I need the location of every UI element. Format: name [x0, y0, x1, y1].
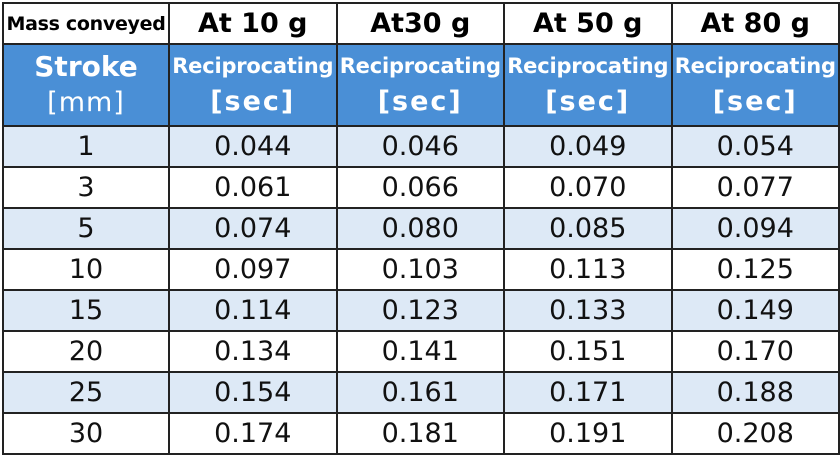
time-cell: 0.094 [670, 207, 840, 250]
stroke-cell: 3 [2, 166, 170, 209]
stroke-cell: 10 [2, 248, 170, 291]
unit-header-row: Stroke [mm] Reciprocating [sec] Reciproc… [2, 43, 840, 127]
mass-value: At 80 g [700, 8, 810, 39]
table-row: 1 0.044 0.046 0.049 0.054 [2, 125, 840, 168]
mode-unit: [sec] [377, 86, 463, 117]
time-cell: 0.141 [335, 330, 505, 373]
stroke-cell: 30 [2, 412, 170, 455]
mass-header-cell: At30 g [335, 2, 505, 45]
mass-value: At30 g [370, 8, 471, 39]
table-row: 5 0.074 0.080 0.085 0.094 [2, 207, 840, 250]
time-cell: 0.151 [503, 330, 673, 373]
time-cell: 0.174 [168, 412, 338, 455]
mode-label: Reciprocating [339, 54, 501, 78]
time-cell: 0.181 [335, 412, 505, 455]
time-cell: 0.054 [670, 125, 840, 168]
time-cell: 0.080 [335, 207, 505, 250]
mode-unit: [sec] [712, 86, 798, 117]
time-cell: 0.077 [670, 166, 840, 209]
table-row: 20 0.134 0.141 0.151 0.170 [2, 330, 840, 373]
table-row: 15 0.114 0.123 0.133 0.149 [2, 289, 840, 332]
time-cell: 0.191 [503, 412, 673, 455]
time-cell: 0.134 [168, 330, 338, 373]
time-cell: 0.171 [503, 371, 673, 414]
time-cell: 0.208 [670, 412, 840, 455]
stroke-cell: 20 [2, 330, 170, 373]
mass-header-cell: At 10 g [168, 2, 338, 45]
time-cell: 0.066 [335, 166, 505, 209]
mode-unit: [sec] [545, 86, 631, 117]
mode-header-cell: Reciprocating [sec] [168, 43, 338, 127]
mode-header-cell: Reciprocating [sec] [503, 43, 673, 127]
mass-header-cell: At 80 g [670, 2, 840, 45]
time-cell: 0.070 [503, 166, 673, 209]
stroke-cell: 5 [2, 207, 170, 250]
mass-conveyed-text: Mass conveyed [6, 12, 166, 35]
mode-label: Reciprocating [172, 54, 334, 78]
mass-header-row: Mass conveyed At 10 g At30 g At 50 g At … [2, 2, 840, 45]
mode-unit: [sec] [210, 86, 296, 117]
stroke-unit: [mm] [47, 87, 125, 118]
time-cell: 0.188 [670, 371, 840, 414]
mode-label: Reciprocating [674, 54, 836, 78]
time-cell: 0.123 [335, 289, 505, 332]
table-row: 25 0.154 0.161 0.171 0.188 [2, 371, 840, 414]
mode-header-cell: Reciprocating [sec] [670, 43, 840, 127]
mode-label: Reciprocating [507, 54, 669, 78]
mass-conveyed-label: Mass conveyed [2, 2, 170, 45]
time-cell: 0.097 [168, 248, 338, 291]
mode-header-cell: Reciprocating [sec] [335, 43, 505, 127]
time-cell: 0.133 [503, 289, 673, 332]
time-cell: 0.046 [335, 125, 505, 168]
stroke-cell: 25 [2, 371, 170, 414]
mass-header-cell: At 50 g [503, 2, 673, 45]
stroke-cell: 15 [2, 289, 170, 332]
time-cell: 0.114 [168, 289, 338, 332]
table-row: 10 0.097 0.103 0.113 0.125 [2, 248, 840, 291]
table-row: 3 0.061 0.066 0.070 0.077 [2, 166, 840, 209]
time-cell: 0.113 [503, 248, 673, 291]
stroke-cell: 1 [2, 125, 170, 168]
stroke-label: Stroke [34, 50, 138, 83]
time-cell: 0.049 [503, 125, 673, 168]
time-cell: 0.149 [670, 289, 840, 332]
time-cell: 0.044 [168, 125, 338, 168]
mass-value: At 10 g [197, 8, 308, 39]
time-cell: 0.103 [335, 248, 505, 291]
time-cell: 0.074 [168, 207, 338, 250]
table-row: 30 0.174 0.181 0.191 0.208 [2, 412, 840, 455]
time-cell: 0.085 [503, 207, 673, 250]
time-cell: 0.125 [670, 248, 840, 291]
mass-value: At 50 g [532, 8, 643, 39]
time-cell: 0.161 [335, 371, 505, 414]
time-cell: 0.154 [168, 371, 338, 414]
stroke-header-cell: Stroke [mm] [2, 43, 170, 127]
time-cell: 0.170 [670, 330, 840, 373]
time-cell: 0.061 [168, 166, 338, 209]
